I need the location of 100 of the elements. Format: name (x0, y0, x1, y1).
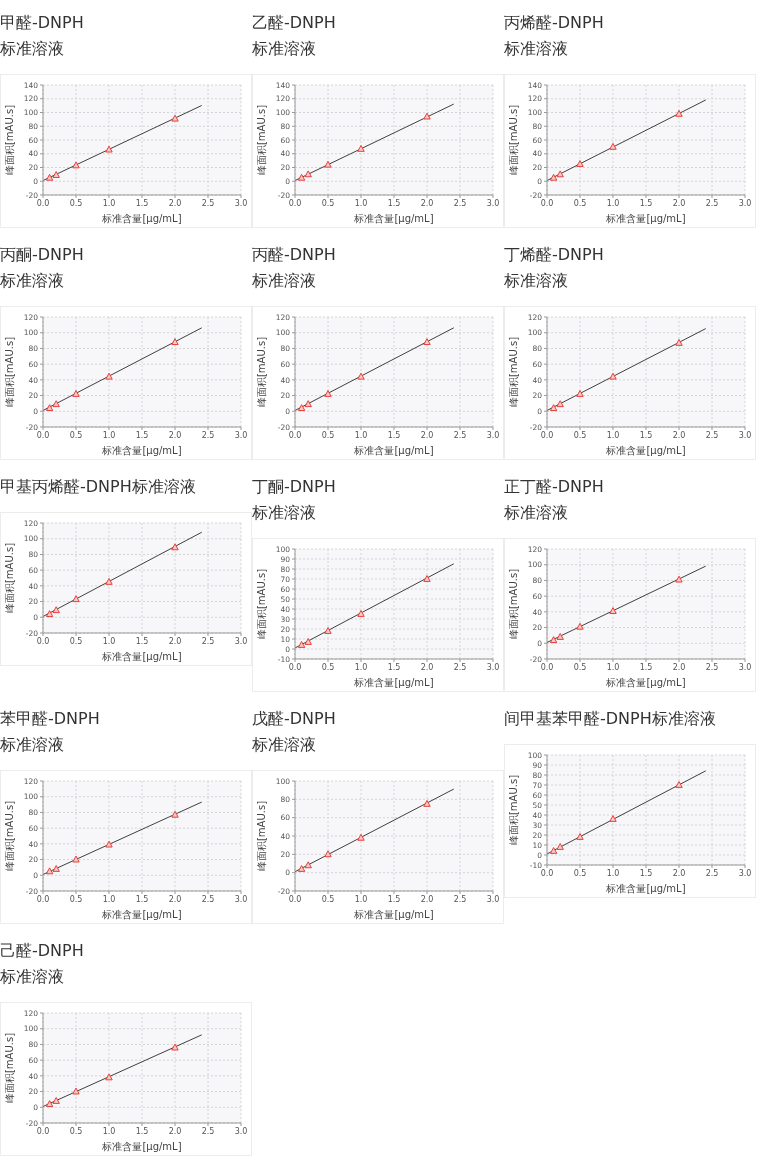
x-tick-label: 1.0 (102, 430, 116, 440)
x-tick-label: 2.0 (168, 894, 182, 904)
point (304, 638, 312, 645)
y-axis-title: 峰面积[mAU.s] (4, 542, 15, 614)
point (105, 372, 113, 380)
x-tick-label: 2.5 (453, 894, 467, 904)
point (171, 543, 179, 551)
point (297, 641, 306, 648)
x-tick-label: 1.5 (639, 198, 653, 208)
point (297, 173, 306, 181)
x-tick-label: 0.0 (36, 1126, 50, 1136)
chart-title: 丁酮-DNPH 标准溶液 (252, 476, 337, 524)
x-tick-label: 0.5 (321, 894, 335, 904)
point (549, 636, 558, 644)
x-axis-title: 标准含量[μg/mL] (353, 213, 434, 224)
x-tick-label: 1.5 (135, 1126, 149, 1136)
x-tick-label: 0.5 (321, 430, 335, 440)
x-tick-label: 0.0 (540, 662, 554, 672)
point (45, 867, 54, 875)
x-tick-label: 0.0 (36, 198, 50, 208)
x-tick-label: 1.0 (354, 894, 368, 904)
x-tick-label: 1.0 (102, 894, 116, 904)
point (423, 112, 431, 120)
point (609, 607, 617, 614)
point (357, 610, 365, 617)
x-tick-label: 0.0 (288, 430, 302, 440)
x-tick-label: 1.0 (102, 636, 116, 646)
point (72, 1087, 80, 1095)
x-tick-label: 2.0 (168, 1126, 182, 1136)
x-tick-label: 1.0 (606, 198, 620, 208)
x-axis-title: 标准含量[μg/mL] (605, 445, 686, 456)
point (324, 390, 332, 397)
y-axis-title: 峰面积[mAU.s] (256, 104, 267, 176)
chart-title: 丙醛-DNPH 标准溶液 (252, 244, 337, 292)
point (171, 338, 179, 346)
x-tick-label: 2.0 (168, 430, 182, 440)
x-tick-label: 2.0 (420, 430, 434, 440)
point (72, 855, 80, 863)
x-tick-label: 2.0 (420, 662, 434, 672)
x-tick-label: 2.5 (201, 636, 215, 646)
x-tick-label: 2.5 (201, 1126, 215, 1136)
x-tick-label: 3.0 (486, 198, 500, 208)
point (423, 575, 431, 582)
x-tick-label: 0.0 (36, 894, 50, 904)
point (609, 142, 617, 150)
x-axis-title: 标准含量[μg/mL] (101, 651, 182, 662)
x-tick-label: 1.0 (354, 198, 368, 208)
chart-title: 苯甲醛-DNPH 标准溶液 (0, 708, 101, 756)
x-tick-label: 0.5 (573, 662, 587, 672)
chart-title: 丙烯醛-DNPH 标准溶液 (504, 12, 605, 60)
point (556, 843, 564, 850)
x-tick-label: 0.5 (573, 868, 587, 878)
point (549, 404, 558, 412)
chart-title: 戊醛-DNPH 标准溶液 (252, 708, 337, 756)
point (304, 400, 312, 408)
y-axis-title: 峰面积[mAU.s] (508, 336, 519, 408)
point (549, 173, 558, 181)
point (171, 1043, 179, 1051)
y-axis-title: 峰面积[mAU.s] (256, 336, 267, 408)
point (357, 372, 365, 380)
point (549, 847, 558, 854)
x-tick-label: 0.5 (69, 1126, 83, 1136)
x-axis-title: 标准含量[μg/mL] (101, 213, 182, 224)
x-tick-label: 2.5 (705, 198, 719, 208)
point (52, 171, 60, 178)
point (45, 404, 54, 412)
x-tick-label: 2.0 (672, 868, 686, 878)
x-tick-label: 1.5 (135, 430, 149, 440)
point (357, 833, 365, 841)
x-tick-label: 1.0 (606, 662, 620, 672)
point (556, 170, 564, 178)
x-tick-label: 3.0 (738, 662, 752, 672)
x-tick-label: 1.5 (639, 430, 653, 440)
x-tick-label: 1.5 (387, 198, 401, 208)
x-axis-title: 标准含量[μg/mL] (353, 909, 434, 920)
point (72, 161, 80, 169)
x-tick-label: 3.0 (486, 430, 500, 440)
x-tick-label: 2.5 (201, 430, 215, 440)
x-tick-label: 0.0 (288, 662, 302, 672)
x-tick-label: 2.5 (705, 430, 719, 440)
x-tick-label: 1.5 (135, 894, 149, 904)
point (52, 606, 60, 614)
y-axis-title: 峰面积[mAU.s] (4, 1032, 15, 1104)
x-tick-label: 2.5 (201, 198, 215, 208)
x-tick-label: 0.0 (36, 636, 50, 646)
x-tick-label: 2.5 (705, 662, 719, 672)
x-tick-label: 2.5 (453, 662, 467, 672)
x-tick-label: 0.5 (69, 198, 83, 208)
x-tick-label: 1.0 (354, 430, 368, 440)
x-tick-label: 3.0 (234, 1126, 248, 1136)
point (304, 861, 312, 869)
point (576, 160, 584, 167)
point (52, 865, 60, 872)
chart-title: 丙酮-DNPH 标准溶液 (0, 244, 85, 292)
point (675, 338, 683, 346)
x-tick-label: 2.0 (168, 636, 182, 646)
point (423, 799, 431, 807)
point (45, 173, 54, 181)
x-tick-label: 0.0 (36, 430, 50, 440)
x-tick-label: 2.5 (705, 868, 719, 878)
